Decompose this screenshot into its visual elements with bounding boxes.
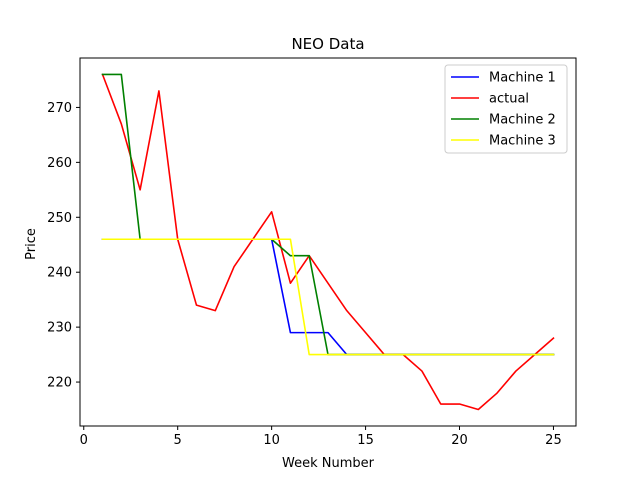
chart-title: NEO Data: [291, 35, 364, 53]
legend-label-1: Machine 1: [489, 71, 556, 86]
x-tick-label: 10: [263, 433, 280, 448]
legend-label-4: Machine 3: [489, 134, 556, 149]
y-tick-label: 270: [47, 101, 72, 116]
legend: Machine 1 actual Machine 2 Machine 3: [444, 64, 568, 154]
y-tick-label: 240: [47, 266, 72, 281]
legend-label-3: Machine 2: [489, 113, 556, 128]
plot-area: [79, 57, 577, 427]
legend-label-2: actual: [489, 92, 529, 107]
plot-frame: [79, 57, 577, 427]
x-tick-label: 15: [357, 433, 374, 448]
y-tick-label: 220: [47, 376, 72, 391]
x-tick-label: 25: [545, 433, 562, 448]
series-line-4: [101, 238, 555, 356]
y-tick-label: 230: [47, 321, 72, 336]
x-tick-label: 0: [80, 433, 88, 448]
x-axis: 0 5 10 15 20 25: [80, 426, 562, 448]
y-tick-label: 260: [47, 156, 72, 171]
legend-box: [444, 64, 568, 154]
y-axis-title: Price: [24, 228, 39, 260]
y-axis: 220 230 240 250 260 270: [47, 101, 80, 391]
y-tick-label: 250: [47, 211, 72, 226]
x-tick-label: 5: [174, 433, 182, 448]
x-tick-label: 20: [451, 433, 468, 448]
x-axis-title: Week Number: [282, 456, 375, 471]
